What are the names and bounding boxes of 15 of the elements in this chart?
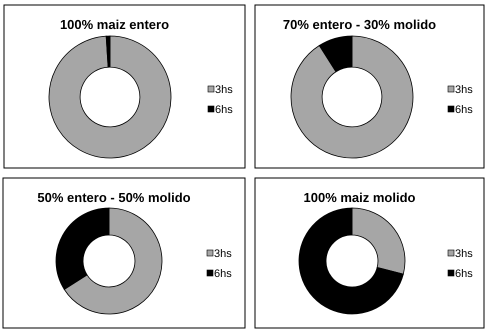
donut-slice <box>290 36 414 158</box>
chart-title: 100% maiz molido <box>304 190 416 205</box>
donut-slice <box>48 36 172 158</box>
legend-label: 6hs <box>215 104 234 116</box>
legend-label: 6hs <box>214 268 232 280</box>
chart-title: 100% maiz entero <box>60 17 170 32</box>
legend-label: 6hs <box>455 268 474 280</box>
legend-label: 3hs <box>455 84 474 96</box>
donut-slice <box>298 208 404 314</box>
legend-label: 6hs <box>455 104 474 116</box>
legend-label: 3hs <box>215 84 234 96</box>
chart-title: 50% entero - 50% molido <box>37 190 191 205</box>
chart-title: 70% entero - 30% molido <box>282 17 436 32</box>
legend-label: 3hs <box>214 248 232 260</box>
legend-label: 3hs <box>455 248 474 260</box>
